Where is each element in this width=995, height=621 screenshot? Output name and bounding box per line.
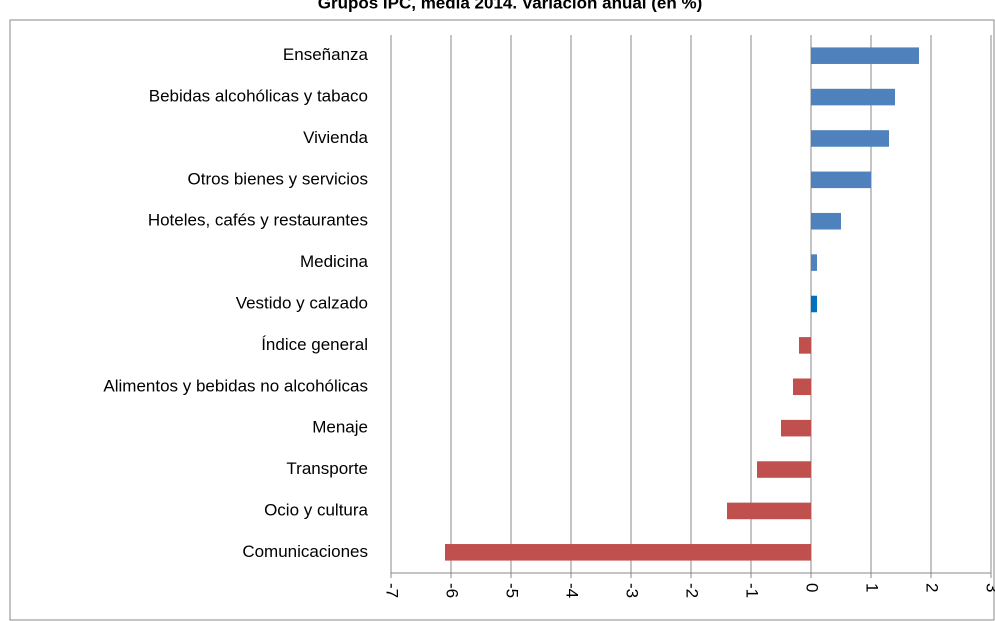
x-tick-label: -4 <box>563 583 582 598</box>
y-tick-label: Comunicaciones <box>242 542 368 561</box>
bar <box>811 295 817 313</box>
bar <box>799 337 811 354</box>
bar <box>811 130 889 147</box>
chart-title: Grupos IPC, media 2014. Variación anual … <box>318 0 703 12</box>
bar <box>811 88 895 106</box>
bar <box>811 47 919 64</box>
bar <box>811 212 841 230</box>
bar <box>445 544 811 561</box>
bar <box>793 378 811 396</box>
y-tick-label: Menaje <box>312 418 368 437</box>
y-tick-label: Vestido y calzado <box>236 293 368 312</box>
x-tick-label: 2 <box>923 583 942 592</box>
x-tick-label: 3 <box>983 583 995 592</box>
bar <box>727 502 811 520</box>
x-tick-label: -2 <box>683 583 702 598</box>
bar <box>811 254 817 271</box>
x-tick-label: -7 <box>383 583 402 598</box>
y-tick-label: Ocio y cultura <box>264 500 368 519</box>
y-tick-label: Vivienda <box>303 128 368 147</box>
x-tick-label: 0 <box>803 583 822 592</box>
y-tick-label: Otros bienes y servicios <box>188 169 368 188</box>
x-tick-label: 1 <box>863 583 882 592</box>
x-tick-label: -5 <box>503 583 522 598</box>
bar <box>757 461 811 478</box>
x-tick-label: -3 <box>623 583 642 598</box>
y-tick-label: Medicina <box>300 252 369 271</box>
y-tick-label: Hoteles, cafés y restaurantes <box>148 211 368 230</box>
bar <box>811 171 871 189</box>
y-tick-label: Enseñanza <box>283 45 369 64</box>
x-tick-label: -6 <box>443 583 462 598</box>
y-tick-label: Índice general <box>261 335 368 354</box>
y-tick-label: Bebidas alcohólicas y tabaco <box>149 87 368 106</box>
y-tick-label: Alimentos y bebidas no alcohólicas <box>103 376 368 395</box>
y-tick-label: Transporte <box>286 459 368 478</box>
bar <box>781 419 811 437</box>
chart-border <box>9 19 995 621</box>
x-tick-label: -1 <box>743 583 762 598</box>
